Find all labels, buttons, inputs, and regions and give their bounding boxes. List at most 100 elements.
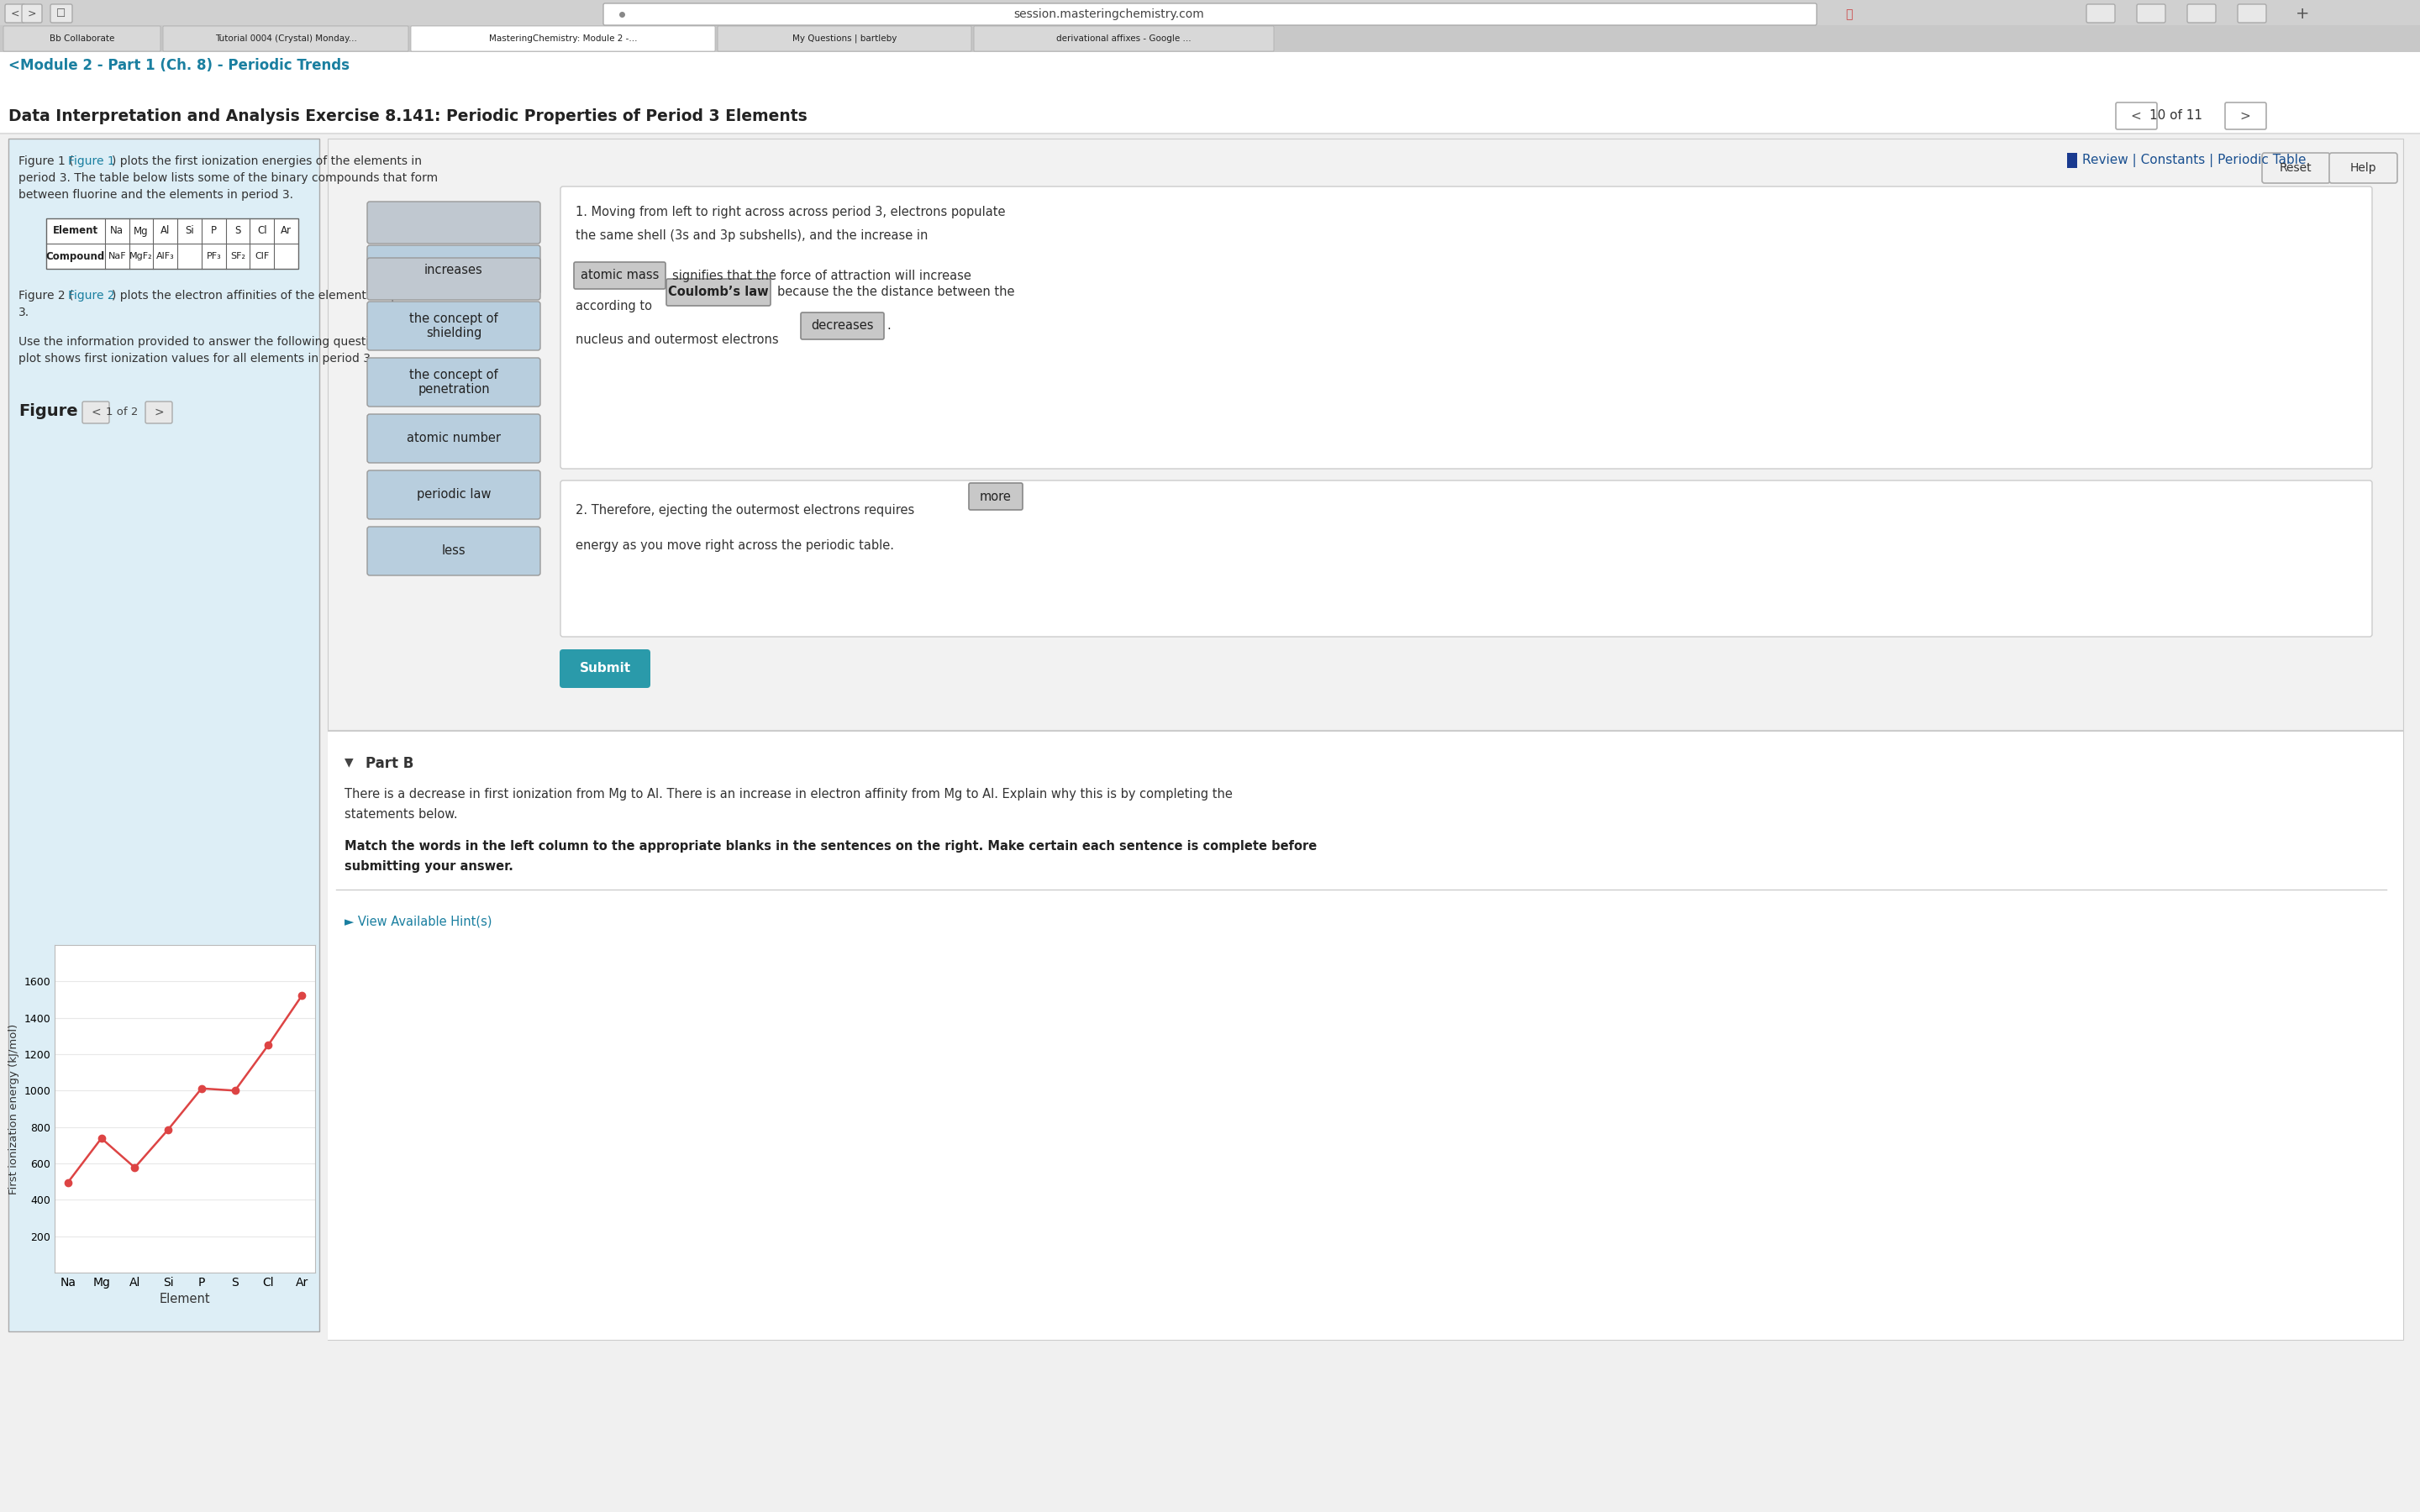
Text: Compound: Compound — [46, 251, 104, 262]
FancyBboxPatch shape — [561, 186, 2372, 469]
FancyBboxPatch shape — [22, 5, 41, 23]
Text: Na: Na — [111, 225, 123, 236]
Text: period 3. The table below lists some of the binary compounds that form: period 3. The table below lists some of … — [19, 172, 438, 184]
Text: 🎤: 🎤 — [1844, 9, 1851, 20]
Text: Data Interpretation and Analysis Exercise 8.141: Periodic Properties of Period 3: Data Interpretation and Analysis Exercis… — [7, 107, 808, 124]
Text: <Module 2 - Part 1 (Ch. 8) - Periodic Trends: <Module 2 - Part 1 (Ch. 8) - Periodic Tr… — [7, 57, 348, 73]
Text: Element: Element — [53, 225, 99, 236]
Text: Mg: Mg — [133, 225, 148, 236]
Text: Figure 1 (: Figure 1 ( — [19, 156, 73, 168]
FancyBboxPatch shape — [2137, 5, 2166, 23]
Text: the same shell (3s and 3p subshells), and the increase in: the same shell (3s and 3p subshells), an… — [576, 230, 927, 242]
Text: P: P — [211, 225, 218, 236]
Text: derivational affixes - Google ...: derivational affixes - Google ... — [1058, 35, 1191, 42]
Text: the concept of
shielding: the concept of shielding — [409, 313, 499, 340]
Text: 1 of 2: 1 of 2 — [106, 407, 138, 417]
Text: Part B: Part B — [365, 756, 414, 771]
Text: ▼: ▼ — [344, 756, 353, 768]
FancyBboxPatch shape — [559, 649, 651, 688]
Text: 10 of 11: 10 of 11 — [2149, 110, 2202, 122]
FancyBboxPatch shape — [5, 5, 24, 23]
Text: Submit: Submit — [578, 662, 632, 674]
Text: My Questions | bartleby: My Questions | bartleby — [791, 35, 898, 42]
Text: periodic law: periodic law — [416, 488, 491, 500]
Text: ClF: ClF — [254, 253, 269, 260]
Text: 1. Moving from left to right across across period 3, electrons populate: 1. Moving from left to right across acro… — [576, 206, 1004, 218]
Text: plot shows first ionization values for all elements in period 3.: plot shows first ionization values for a… — [19, 352, 375, 364]
Text: >: > — [155, 407, 165, 419]
Text: between fluorine and the elements in period 3.: between fluorine and the elements in per… — [19, 189, 293, 201]
FancyBboxPatch shape — [368, 414, 540, 463]
FancyBboxPatch shape — [561, 481, 2372, 637]
FancyBboxPatch shape — [2188, 5, 2217, 23]
Text: +: + — [2297, 6, 2309, 23]
FancyBboxPatch shape — [574, 262, 666, 289]
FancyBboxPatch shape — [2115, 103, 2156, 130]
Text: Ar: Ar — [281, 225, 293, 236]
FancyBboxPatch shape — [368, 201, 540, 243]
Text: ► View Available Hint(s): ► View Available Hint(s) — [344, 915, 491, 927]
Bar — [2067, 153, 2076, 168]
FancyBboxPatch shape — [368, 526, 540, 576]
Text: Figure 2: Figure 2 — [68, 290, 114, 301]
FancyBboxPatch shape — [973, 26, 1273, 51]
Text: NaF: NaF — [109, 253, 126, 260]
Text: decreases: decreases — [811, 319, 874, 333]
FancyBboxPatch shape — [368, 358, 540, 407]
Text: <: < — [10, 8, 19, 18]
Text: submitting your answer.: submitting your answer. — [344, 860, 513, 872]
FancyBboxPatch shape — [368, 245, 540, 293]
Text: <: < — [92, 407, 102, 419]
Text: according to: according to — [576, 299, 651, 313]
FancyBboxPatch shape — [145, 402, 172, 423]
Text: ☐: ☐ — [56, 8, 65, 18]
Text: Help: Help — [2350, 162, 2376, 174]
Text: session.masteringchemistry.com: session.masteringchemistry.com — [1014, 9, 1205, 20]
Text: Reset: Reset — [2280, 162, 2311, 174]
FancyBboxPatch shape — [51, 5, 73, 23]
Text: signifies that the force of attraction will increase: signifies that the force of attraction w… — [673, 269, 970, 281]
FancyBboxPatch shape — [2263, 153, 2330, 183]
Text: Si: Si — [184, 225, 194, 236]
Text: Review | Constants | Periodic Table: Review | Constants | Periodic Table — [2081, 154, 2306, 168]
Text: nucleus and outermost electrons: nucleus and outermost electrons — [576, 334, 779, 346]
FancyBboxPatch shape — [2224, 103, 2265, 130]
FancyBboxPatch shape — [82, 402, 109, 423]
Text: less: less — [443, 544, 465, 558]
Text: MasteringChemistry: Module 2 -...: MasteringChemistry: Module 2 -... — [489, 35, 636, 42]
Text: energy as you move right across the periodic table.: energy as you move right across the peri… — [576, 540, 893, 552]
Text: atomic number: atomic number — [407, 432, 501, 445]
FancyBboxPatch shape — [2328, 153, 2398, 183]
Text: Use the information provided to answer the following questions. The: Use the information provided to answer t… — [19, 336, 419, 348]
FancyBboxPatch shape — [968, 482, 1024, 510]
Text: ) plots the first ionization energies of the elements in: ) plots the first ionization energies of… — [111, 156, 421, 168]
FancyBboxPatch shape — [603, 3, 1817, 26]
Text: .: . — [886, 319, 891, 333]
FancyBboxPatch shape — [2086, 5, 2115, 23]
FancyBboxPatch shape — [2238, 5, 2265, 23]
Text: >: > — [27, 8, 36, 18]
FancyBboxPatch shape — [411, 26, 714, 51]
Text: 2. Therefore, ejecting the outermost electrons requires: 2. Therefore, ejecting the outermost ele… — [576, 503, 915, 517]
Text: Cl: Cl — [257, 225, 266, 236]
FancyBboxPatch shape — [368, 470, 540, 519]
Y-axis label: First ionization energy (kJ/mol): First ionization energy (kJ/mol) — [7, 1024, 19, 1194]
Text: because the the distance between the: because the the distance between the — [777, 286, 1014, 299]
Text: Al: Al — [160, 225, 169, 236]
Text: >: > — [2241, 110, 2251, 122]
Text: increases: increases — [423, 263, 484, 275]
Text: statements below.: statements below. — [344, 807, 457, 821]
Text: S: S — [235, 225, 242, 236]
FancyBboxPatch shape — [666, 278, 770, 305]
Text: Figure: Figure — [19, 404, 77, 419]
Text: There is a decrease in first ionization from Mg to Al. There is an increase in e: There is a decrease in first ionization … — [344, 788, 1232, 800]
FancyBboxPatch shape — [2, 26, 160, 51]
Text: Coulomb’s law: Coulomb’s law — [668, 286, 770, 299]
Text: Match the words in the left column to the appropriate blanks in the sentences on: Match the words in the left column to th… — [344, 841, 1316, 853]
Bar — [327, 730, 2403, 1340]
Text: AlF₃: AlF₃ — [157, 253, 174, 260]
Text: more: more — [980, 490, 1012, 502]
FancyBboxPatch shape — [719, 26, 970, 51]
Text: atomic mass: atomic mass — [581, 269, 658, 281]
FancyBboxPatch shape — [801, 313, 883, 339]
